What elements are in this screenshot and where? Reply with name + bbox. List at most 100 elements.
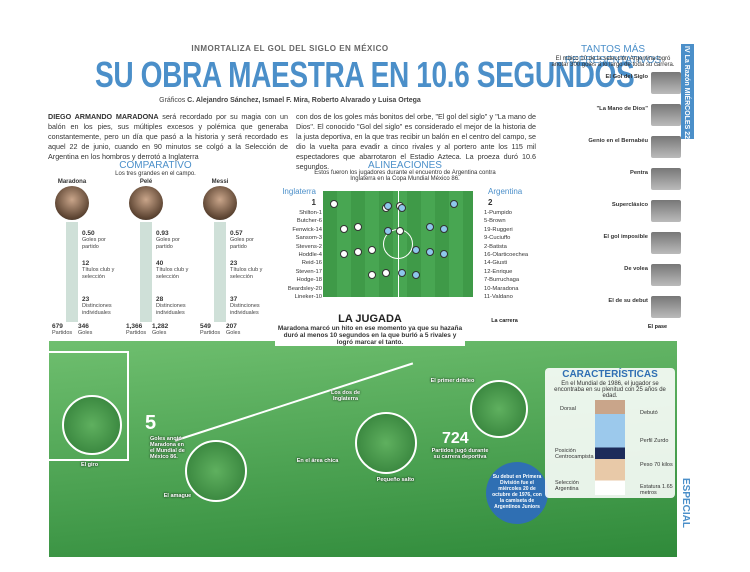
lineup-player: 5-Brown [484,218,506,225]
goal-title: "La Mano de Dios" [596,106,648,112]
matches-label: Partidos [52,330,73,336]
player-dot [340,225,348,233]
lineup-player: Hodge-18 [296,277,322,284]
goals-value: 1,282 [152,323,169,330]
lineup-player: Beardsley-20 [287,285,322,292]
player-dot [330,200,338,208]
goals-value: 346 [78,323,89,330]
intro-lead: DIEGO ARMANDO MARADONA [48,112,159,121]
lineup-player: 19-Ruggeri [484,226,513,233]
credits: Gráficos C. Alejandro Sánchez, Ismael F.… [120,97,460,104]
player-dot [354,223,362,231]
goals-label: Goles [226,330,241,336]
stat-label: Distinciones individuales [230,303,260,316]
lineups-subtitle: Éstos fueron los jugadores durante el en… [314,170,496,182]
step-title: Pequeño salto [376,477,415,483]
feature-label: Selección Argentina [555,480,579,492]
player-dot [398,204,406,212]
comparison-subtitle: Los tres grandes en el campo. [115,171,196,177]
feature-label: Posición Centrocampista [555,448,594,460]
goal-title: El gol imposible [603,234,648,240]
player-photo [129,186,163,220]
step-title: Los dos de Inglaterra [330,390,361,402]
stat-label: Títulos club y selección [156,267,189,280]
goal-title: Superclásico [611,202,648,208]
stat-label: Distinciones individuales [156,303,186,316]
feature-label: Perfil Zurdo [640,438,669,444]
features-subtitle: En el Mundial de 1986, el jugador se enc… [554,381,666,399]
stat-label: Títulos club y selección [82,267,115,280]
lineup-player: Reid-16 [301,260,322,267]
side-page: IV [683,46,690,53]
goal-title: Genio en el Bernabéu [588,138,648,144]
goals-value: 207 [226,323,237,330]
goals-label: Goles [78,330,93,336]
feature-label: Dorsal [560,406,576,412]
goal-title: El Gol del Siglo [605,74,648,80]
lineup-player: 9-Cuciuffo [484,235,511,242]
stat-column [214,222,226,322]
headline: SU OBRA MAESTRA EN 10.6 SEGUNDOS [95,54,635,95]
player-dot [412,246,420,254]
player-dot [450,200,458,208]
team-score: 2 [488,198,493,207]
intro-col1: DIEGO ARMANDO MARADONA será recordado po… [48,112,288,162]
goal-thumb [651,296,681,318]
player-dot [440,225,448,233]
lineup-player: Lineker-10 [294,294,322,300]
player-dot [426,223,434,231]
team-score: 1 [311,198,316,207]
player-photo [55,186,89,220]
feature-label: Debutó [640,410,658,416]
lineup-player: Steven-17 [295,268,322,275]
side-strip [681,44,694,139]
side-label: IV La Razón MIÉRCOLES 22.06.2022 [683,46,690,166]
stat2-text: Partidos jugó durante su carrera deporti… [431,448,489,460]
lineup-player: Hoddle-4 [298,252,322,258]
player-dot [396,227,404,235]
goal-title: De volea [624,266,648,272]
goals-label: Goles [152,330,167,336]
goals-title: TANTOS MÁS REPRESENTATIVOS [564,44,662,66]
player-name: Messi [211,179,229,185]
debut-bubble: Su debut en Primera División fue el miér… [486,462,548,524]
player-dot [384,202,392,210]
stat-label: Goles por partido [230,237,254,250]
side-paper: La Razón [683,54,690,86]
stat1-number: 5 [145,412,157,434]
lineup-player: 14-Giusti [484,260,508,267]
player-dot [340,250,348,258]
goal-thumb [651,72,681,94]
step-title: El primer dribleo [430,378,475,384]
zoom-circle [62,395,122,455]
player-dot [354,248,362,256]
intro-text: será recordado por su magia con un balón… [48,112,288,161]
stat-value: 0.57 [230,230,243,237]
credits-label: Gráficos [159,97,186,104]
stat-value: 12 [82,260,90,267]
player-dot [412,271,420,279]
step-title: El amague [163,493,192,499]
stat-value: 0.50 [82,230,95,237]
feature-label: Estatura 1.65 metros [640,484,673,496]
goal-thumb [651,264,681,286]
play-subtitle: Maradona marcó un hito en ese momento ya… [275,325,465,346]
team-name: Inglaterra [282,187,316,196]
player-name: Maradona [57,179,87,185]
lineup-player: Stevens-2 [295,243,322,250]
player-name: Pelé [139,179,153,185]
zoom-circle [185,440,247,502]
stat-value: 37 [230,296,238,303]
player-dot [440,250,448,258]
stat-column [66,222,78,322]
stat-label: Títulos club y selección [230,267,263,280]
lineup-player: Sansom-3 [295,235,322,242]
zoom-circle [355,412,417,474]
matches-value: 549 [200,323,211,330]
stat1-text: Goles anotó Maradona en el Mundial de Mé… [150,436,185,460]
lineup-player: 12-Enrique [484,268,513,275]
player-dot [384,227,392,235]
comparison-title: COMPARATIVO [119,160,192,171]
player-photo [203,186,237,220]
